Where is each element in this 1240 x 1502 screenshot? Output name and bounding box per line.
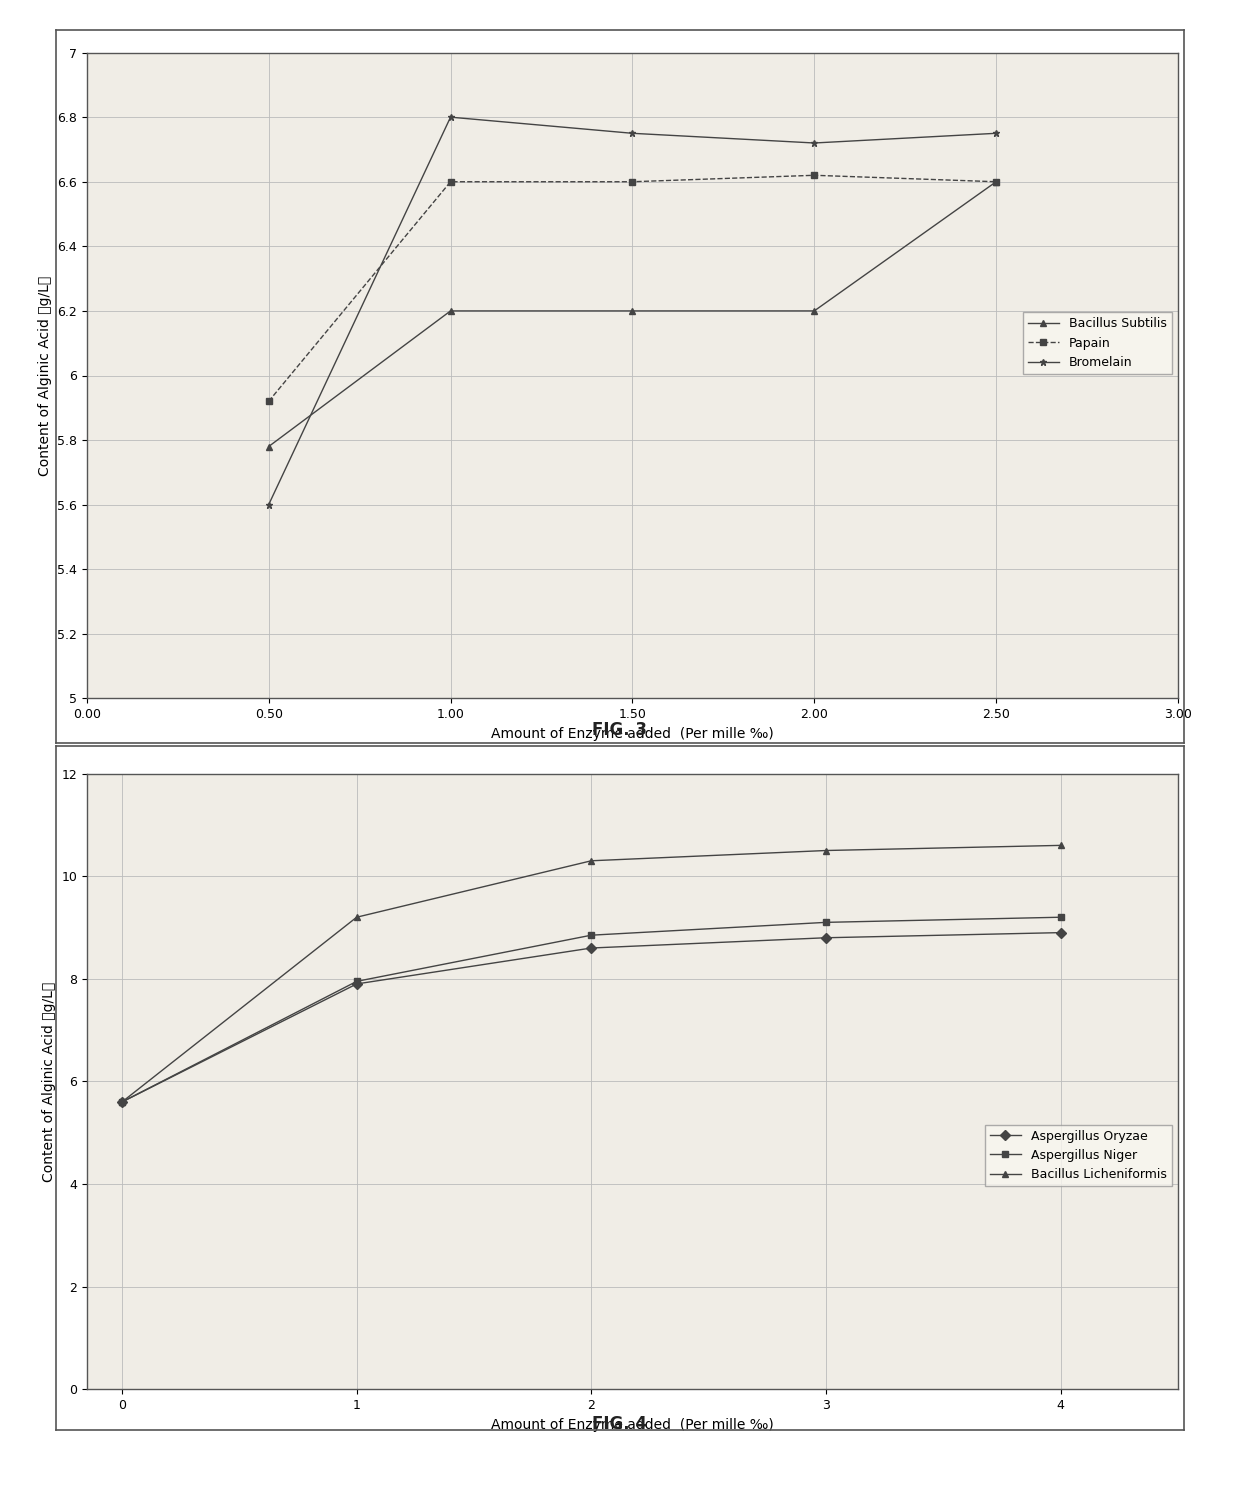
X-axis label: Amount of Enzyme added  (Per mille ‰): Amount of Enzyme added (Per mille ‰) — [491, 1418, 774, 1431]
Bacillus Subtilis — [262, 437, 277, 455]
Aspergillus Oryzae — [818, 928, 833, 946]
Text: FIG. 3: FIG. 3 — [593, 721, 647, 739]
Line: Bacillus Subtilis: Bacillus Subtilis — [265, 179, 999, 451]
Papain — [443, 173, 458, 191]
Aspergillus Niger — [350, 972, 365, 990]
Legend: Bacillus Subtilis, Papain, Bromelain: Bacillus Subtilis, Papain, Bromelain — [1023, 312, 1172, 374]
Aspergillus Oryzae — [584, 939, 599, 957]
Line: Aspergillus Niger: Aspergillus Niger — [119, 913, 1064, 1105]
Line: Bromelain: Bromelain — [265, 114, 999, 508]
Bromelain — [443, 108, 458, 126]
Legend: Aspergillus Oryzae, Aspergillus Niger, Bacillus Licheniformis: Aspergillus Oryzae, Aspergillus Niger, B… — [985, 1125, 1172, 1187]
Bacillus Subtilis — [807, 302, 822, 320]
Bromelain — [988, 125, 1003, 143]
Bacillus Licheniformis — [584, 852, 599, 870]
Aspergillus Oryzae — [350, 975, 365, 993]
Aspergillus Niger — [584, 927, 599, 945]
Bacillus Subtilis — [443, 302, 458, 320]
Bacillus Licheniformis — [114, 1093, 129, 1111]
Papain — [262, 392, 277, 410]
Y-axis label: Content of Alginic Acid （g/L）: Content of Alginic Acid （g/L） — [42, 981, 56, 1182]
Bacillus Licheniformis — [350, 909, 365, 927]
Bacillus Licheniformis — [818, 841, 833, 859]
Bacillus Licheniformis — [1053, 837, 1068, 855]
Aspergillus Niger — [1053, 909, 1068, 927]
Y-axis label: Content of Alginic Acid （g/L）: Content of Alginic Acid （g/L） — [37, 275, 52, 476]
Aspergillus Oryzae — [114, 1093, 129, 1111]
Bromelain — [625, 125, 640, 143]
Aspergillus Niger — [818, 913, 833, 931]
Text: FIG. 4: FIG. 4 — [593, 1415, 647, 1433]
Line: Papain: Papain — [265, 171, 999, 406]
Bacillus Subtilis — [625, 302, 640, 320]
Aspergillus Oryzae — [1053, 924, 1068, 942]
Line: Bacillus Licheniformis: Bacillus Licheniformis — [119, 843, 1064, 1105]
Bromelain — [262, 496, 277, 514]
Line: Aspergillus Oryzae: Aspergillus Oryzae — [119, 930, 1064, 1105]
Aspergillus Niger — [114, 1093, 129, 1111]
Papain — [807, 167, 822, 185]
Papain — [988, 173, 1003, 191]
Bromelain — [807, 134, 822, 152]
Bacillus Subtilis — [988, 173, 1003, 191]
X-axis label: Amount of Enzyme added  (Per mille ‰): Amount of Enzyme added (Per mille ‰) — [491, 727, 774, 740]
Papain — [625, 173, 640, 191]
